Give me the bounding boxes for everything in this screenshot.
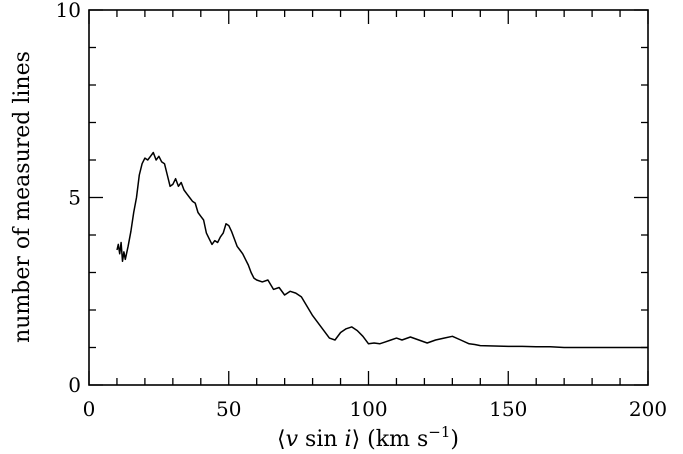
- y-tick-label: 0: [68, 373, 81, 397]
- series-line: [116, 151, 648, 349]
- axis-ticks: [88, 9, 649, 386]
- y-tick-label: 10: [56, 0, 81, 22]
- y-tick-label: 5: [68, 186, 81, 210]
- x-tick-label: 200: [629, 397, 667, 421]
- x-tick-label: 0: [83, 397, 96, 421]
- x-tick-label: 150: [489, 397, 527, 421]
- plot-frame: [88, 9, 649, 386]
- x-axis-label: ⟨v sin i⟩ (km s−1): [277, 423, 459, 452]
- tick-labels: 0 50 100 150 200 0 5 10: [56, 0, 668, 421]
- y-axis-label: number of measured lines: [10, 51, 35, 343]
- x-tick-label: 100: [349, 397, 387, 421]
- x-tick-label: 50: [216, 397, 241, 421]
